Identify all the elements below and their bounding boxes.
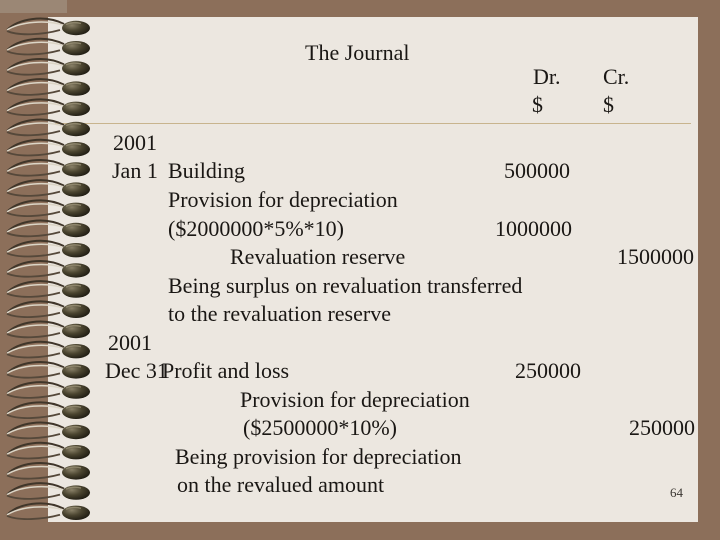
row-description: ($2500000*10%) bbox=[243, 415, 397, 440]
journal-row: 2001 bbox=[48, 131, 698, 159]
currency-symbol-dr: $ bbox=[532, 92, 543, 117]
row-credit: 250000 bbox=[629, 415, 695, 440]
row-description: Being surplus on revaluation transferred bbox=[168, 273, 523, 298]
row-description: Building bbox=[168, 158, 246, 183]
row-description: to the revaluation reserve bbox=[168, 301, 391, 326]
row-debit: 1000000 bbox=[495, 216, 572, 241]
slide-paper: The Journal Dr. Cr. $ $ 2001 Jan 1 Build… bbox=[48, 17, 698, 522]
row-description: Profit and loss bbox=[162, 358, 290, 383]
row-description: Provision for depreciation bbox=[240, 387, 470, 412]
row-description: Provision for depreciation bbox=[168, 187, 398, 212]
journal-row: ($2000000*5%*10) 1000000 bbox=[48, 217, 698, 245]
row-description: Revaluation reserve bbox=[230, 244, 406, 269]
journal-row: on the revalued amount bbox=[48, 473, 698, 501]
journal-row: Being surplus on revaluation transferred bbox=[48, 274, 698, 302]
journal-row: Revaluation reserve 1500000 bbox=[48, 245, 698, 273]
row-date: 2001 bbox=[108, 330, 152, 355]
journal-row: 2001 bbox=[48, 331, 698, 359]
journal-row: Jan 1 Building 500000 bbox=[48, 159, 698, 187]
spiral-binding bbox=[6, 17, 91, 521]
row-date: Dec 31 bbox=[105, 358, 168, 383]
journal-row: Dec 31 Profit and loss 250000 bbox=[48, 359, 698, 387]
row-description: ($2000000*5%*10) bbox=[168, 216, 344, 241]
slide-title: The Journal bbox=[305, 40, 410, 65]
column-header-cr: Cr. bbox=[603, 64, 630, 89]
journal-row: Provision for depreciation bbox=[48, 188, 698, 216]
column-header-dr: Dr. bbox=[533, 64, 561, 89]
row-debit: 500000 bbox=[504, 158, 570, 183]
row-description: Being provision for depreciation bbox=[175, 444, 462, 469]
row-date: 2001 bbox=[113, 130, 157, 155]
journal-row: Being provision for depreciation bbox=[48, 445, 698, 473]
row-date: Jan 1 bbox=[112, 158, 158, 183]
journal-row: ($2500000*10%) 250000 bbox=[48, 416, 698, 444]
row-description: on the revalued amount bbox=[177, 472, 385, 497]
journal-row: Provision for depreciation bbox=[48, 388, 698, 416]
header-rule bbox=[55, 123, 691, 124]
page-number: 64 bbox=[670, 485, 683, 500]
journal-row: to the revaluation reserve bbox=[48, 302, 698, 330]
row-credit: 1500000 bbox=[617, 244, 694, 269]
background-corner-block bbox=[0, 0, 67, 13]
currency-symbol-cr: $ bbox=[603, 92, 614, 117]
row-debit: 250000 bbox=[515, 358, 581, 383]
